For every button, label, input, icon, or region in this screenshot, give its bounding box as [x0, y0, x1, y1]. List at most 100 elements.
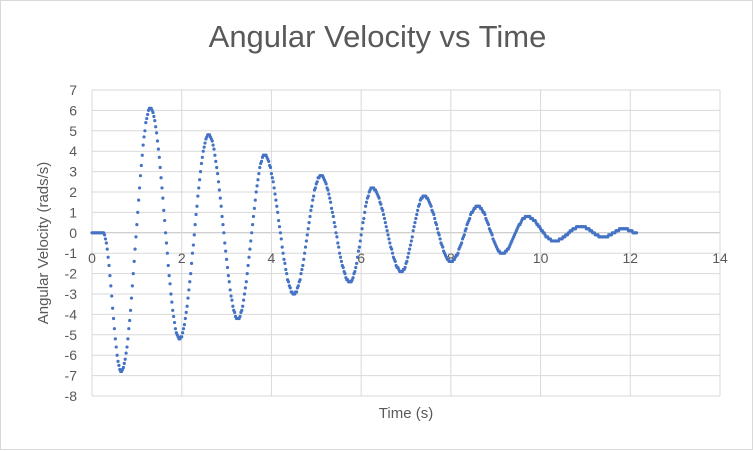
- data-point: [303, 251, 307, 255]
- data-point: [225, 265, 230, 270]
- data-point: [129, 296, 134, 300]
- data-point: [355, 261, 359, 265]
- data-point: [169, 292, 173, 296]
- data-point: [313, 186, 317, 190]
- data-point: [298, 278, 302, 282]
- data-point: [403, 265, 407, 270]
- x-tick-label: 8: [447, 250, 455, 266]
- data-point: [189, 261, 194, 265]
- data-point: [224, 249, 228, 253]
- data-point: [388, 241, 392, 245]
- data-point: [223, 241, 227, 245]
- data-point: [191, 243, 195, 247]
- data-point: [456, 251, 460, 255]
- data-point: [462, 233, 466, 237]
- data-point: [490, 233, 494, 237]
- data-point: [166, 263, 170, 268]
- data-point: [483, 212, 487, 217]
- data-point: [296, 284, 300, 288]
- data-point: [326, 188, 330, 192]
- data-point: [362, 216, 366, 221]
- data-point: [116, 359, 120, 363]
- data-point: [246, 263, 250, 268]
- data-point: [172, 320, 177, 325]
- data-point: [256, 178, 260, 182]
- data-point: [229, 294, 233, 298]
- data-point: [183, 316, 187, 321]
- data-point: [309, 208, 313, 212]
- data-point: [337, 245, 341, 249]
- data-point: [244, 280, 248, 284]
- data-point: [112, 327, 117, 331]
- data-point: [311, 194, 316, 198]
- data-point: [358, 239, 362, 243]
- data-point: [351, 276, 355, 280]
- data-point: [311, 198, 315, 202]
- data-point: [133, 247, 137, 251]
- data-point: [107, 263, 111, 268]
- data-point: [341, 265, 345, 270]
- data-point: [409, 239, 413, 243]
- data-point: [195, 204, 199, 208]
- data-point: [327, 192, 331, 196]
- data-point: [151, 110, 155, 115]
- data-point: [364, 200, 369, 204]
- data-point: [137, 186, 142, 190]
- data-point: [220, 214, 224, 219]
- data-point: [184, 310, 188, 314]
- data-point: [438, 237, 442, 241]
- data-point: [383, 221, 387, 225]
- data-point: [250, 223, 255, 227]
- data-point: [363, 210, 367, 214]
- data-point: [310, 204, 314, 208]
- data-point: [125, 345, 129, 349]
- data-point: [221, 223, 225, 227]
- y-tick-label: 1: [69, 204, 77, 220]
- data-point: [103, 237, 108, 241]
- data-point: [126, 337, 130, 341]
- data-point: [157, 155, 161, 159]
- data-point: [259, 159, 264, 163]
- y-tick-labels: 7 6 5 4 3 2 1 0 -1 -2 -3 -4 -5 -6 -7 -8: [65, 82, 78, 404]
- data-point: [271, 180, 275, 184]
- data-point: [155, 139, 160, 143]
- chart-title: Angular Velocity vs Time: [208, 19, 547, 54]
- data-point: [215, 165, 219, 170]
- data-point: [283, 261, 287, 265]
- data-point: [128, 318, 132, 323]
- data-point: [198, 170, 203, 174]
- data-point: [417, 202, 422, 206]
- data-point: [172, 314, 176, 319]
- data-point: [109, 284, 113, 288]
- data-point: [159, 176, 163, 180]
- data-point: [412, 225, 416, 229]
- data-point: [144, 121, 148, 125]
- data-point: [357, 245, 361, 249]
- data-point: [406, 255, 410, 259]
- grid-lines: [91, 89, 721, 397]
- y-axis-label: Angular Velocity (rads/s): [35, 162, 52, 325]
- data-point: [224, 257, 229, 261]
- data-point: [114, 345, 118, 349]
- data-point: [226, 274, 230, 278]
- x-tick-labels: 0 2 4 6 8 10 12 14: [88, 250, 728, 266]
- data-point: [216, 172, 220, 176]
- data-point: [407, 247, 412, 251]
- data-point: [250, 231, 254, 235]
- data-point: [334, 231, 338, 235]
- data-point: [122, 361, 126, 365]
- data-point: [242, 292, 247, 296]
- data-point: [200, 155, 204, 159]
- data-point: [329, 206, 334, 210]
- data-point: [203, 141, 207, 145]
- data-point: [360, 227, 364, 231]
- y-tick-label: -2: [65, 266, 78, 282]
- data-point: [258, 165, 262, 170]
- data-point: [381, 212, 386, 217]
- x-axis-label: Time (s): [379, 405, 433, 422]
- data-point: [343, 272, 347, 276]
- data-point: [407, 251, 411, 255]
- data-point: [336, 241, 340, 245]
- data-point: [181, 327, 186, 331]
